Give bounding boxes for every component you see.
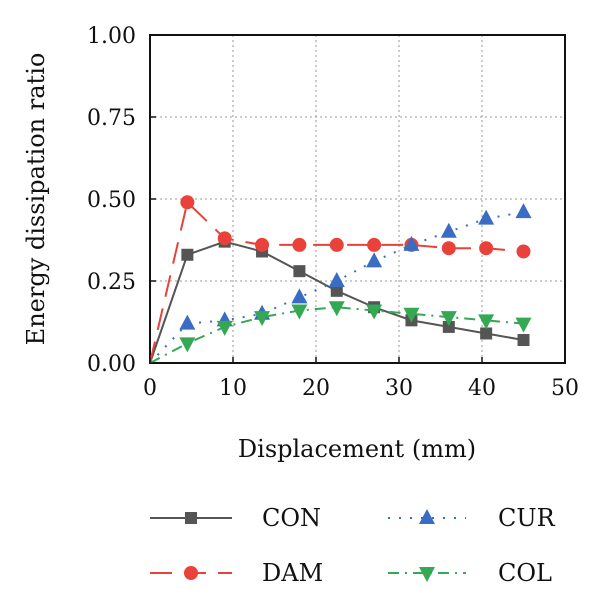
legend-item-con: CON [150,504,321,532]
data-point-cur [403,235,420,251]
data-point-cur [515,203,532,219]
data-point-con [293,265,306,278]
data-point-col [478,314,495,330]
data-point-con [442,320,455,333]
x-tick-label: 50 [551,376,579,401]
grid [150,35,565,363]
data-point-col [328,301,345,317]
x-tick-label: 40 [468,376,496,401]
data-point-con [181,248,194,261]
ticks: 0 10 20 30 40 50 0.00 0.25 0.50 0.75 1.00 [87,24,579,401]
data-point-cur [179,314,196,330]
series-layer [149,195,532,364]
data-point-col [179,337,196,353]
x-tick-label: 10 [219,376,247,401]
data-point-col [403,307,420,323]
data-point-col [291,304,308,320]
data-point-con [517,334,530,347]
legend-item-cur: CUR [388,504,556,532]
data-point-dam [479,241,494,256]
legend-item-col: COL [388,559,552,587]
data-point-col [216,320,233,336]
x-tick-label: 30 [385,376,413,401]
legend-marker-cur [419,509,435,524]
data-point-cur [328,272,345,287]
legend-item-dam: DAM [150,559,323,587]
x-axis-title: Displacement (mm) [238,435,476,463]
data-point-dam [180,195,195,210]
series-cur [149,203,532,364]
x-tick-label: 0 [143,376,157,401]
data-point-col [254,311,271,327]
data-point-con [480,327,493,340]
legend-label-cur: CUR [498,504,556,532]
series-con [149,235,530,364]
data-point-dam [292,237,307,252]
data-point-col [440,311,457,327]
legend-marker-dam [184,566,198,580]
data-point-col [366,304,383,320]
legend: CON CUR DAM COL [150,504,556,587]
data-point-cur [478,209,495,225]
y-tick-label: 0.50 [87,188,136,213]
data-point-cur [440,222,457,238]
y-axis-title: Energy dissipation ratio [22,53,50,346]
legend-marker-con [185,512,197,524]
data-point-cur [366,252,383,268]
data-point-col [515,317,532,333]
data-point-dam [217,231,232,246]
data-point-dam [329,237,344,252]
series-line-dam [149,200,524,364]
legend-label-dam: DAM [262,559,323,587]
y-tick-label: 0.00 [87,352,136,377]
legend-label-con: CON [262,504,321,532]
series-col [149,301,532,364]
x-tick-label: 20 [302,376,330,401]
y-tick-label: 1.00 [87,24,136,49]
data-point-dam [367,237,382,252]
data-point-dam [441,241,456,256]
data-point-dam [516,244,531,259]
data-point-con [330,284,343,297]
plot-frame [149,34,566,364]
y-tick-label: 0.75 [87,106,136,131]
legend-label-col: COL [498,559,552,587]
legend-marker-col [419,567,435,582]
y-tick-label: 0.25 [87,270,136,295]
data-point-cur [291,288,308,304]
data-point-dam [255,237,270,252]
